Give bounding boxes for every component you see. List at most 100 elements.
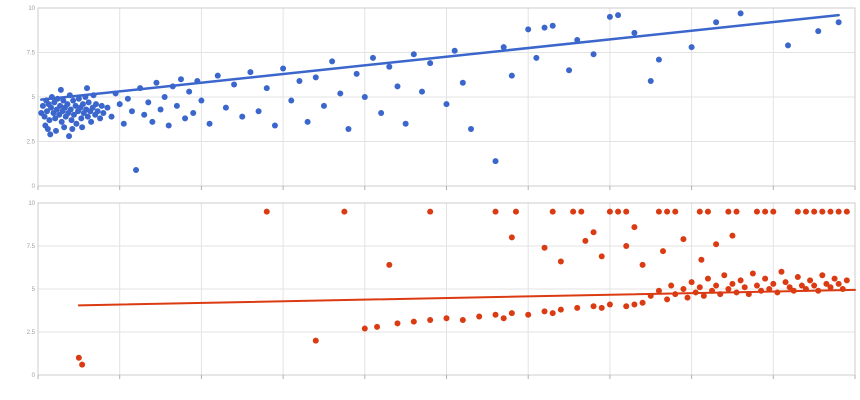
data-point [141, 111, 148, 118]
data-point [508, 310, 515, 317]
data-point [688, 44, 695, 51]
data-point [69, 126, 76, 133]
data-point [680, 286, 687, 292]
data-point [590, 51, 597, 58]
data-point [247, 69, 254, 76]
data-point [785, 42, 792, 49]
data-point [153, 79, 160, 86]
data-point [557, 258, 564, 265]
data-point [120, 120, 127, 127]
data-point [39, 102, 46, 109]
data-point [60, 97, 67, 104]
data-point [688, 279, 695, 286]
data-point [320, 102, 327, 109]
data-point [214, 72, 221, 79]
data-point [541, 244, 548, 251]
y-tick-label: 5 [32, 95, 36, 101]
data-point [231, 81, 238, 88]
data-point [623, 208, 630, 215]
data-point [713, 241, 720, 248]
data-point [578, 208, 585, 215]
data-point [116, 101, 123, 108]
data-point [427, 316, 434, 323]
data-point [57, 86, 64, 93]
scatter-chart-blue: 0 2.5 5 7.5 10 [27, 6, 856, 190]
data-point [668, 282, 675, 289]
data-point [664, 208, 671, 215]
data-point [549, 310, 556, 317]
data-point [582, 237, 589, 244]
data-point [198, 97, 205, 104]
data-point [508, 72, 515, 79]
data-point [93, 101, 100, 108]
data-point [161, 94, 168, 100]
data-point [46, 117, 53, 124]
observations-red [75, 208, 850, 368]
data-point [525, 311, 532, 318]
data-point [386, 63, 393, 70]
data-point [606, 301, 613, 308]
data-point [823, 280, 830, 287]
data-point [749, 270, 756, 277]
data-point [835, 208, 842, 215]
data-point [704, 208, 711, 215]
data-point [239, 113, 246, 120]
data-point [815, 28, 822, 35]
data-point [533, 54, 540, 61]
data-point [68, 117, 75, 124]
data-point [427, 208, 434, 215]
data-point [44, 126, 51, 133]
trendline [77, 288, 856, 307]
data-point [655, 208, 662, 215]
gridlines [37, 7, 856, 187]
data-point [165, 122, 172, 129]
data-point [725, 286, 732, 292]
data-point [84, 85, 91, 92]
data-point [43, 108, 50, 115]
data-point [492, 311, 499, 318]
data-point [631, 29, 638, 36]
data-point [341, 208, 348, 215]
data-point [753, 282, 760, 289]
data-point [541, 308, 548, 315]
y-tick-label: 0 [32, 184, 36, 190]
y-tick-label: 5 [32, 287, 36, 293]
data-point [94, 108, 101, 115]
data-point [128, 108, 135, 115]
data-point [476, 313, 483, 320]
data-point [312, 74, 319, 81]
data-point [394, 83, 401, 90]
data-point [729, 232, 736, 239]
data-point [590, 229, 597, 236]
data-point [698, 256, 705, 263]
data-point [345, 126, 352, 133]
data-point [394, 320, 401, 327]
data-point [378, 110, 385, 117]
data-point [762, 275, 769, 282]
data-point [827, 208, 834, 215]
data-point [770, 208, 777, 215]
data-point [802, 208, 809, 215]
data-point [443, 315, 450, 322]
data-point [263, 208, 270, 215]
y-tick-label: 7.5 [27, 244, 36, 250]
trendline [40, 13, 840, 101]
data-point [329, 58, 336, 65]
data-point [108, 113, 115, 120]
data-point [794, 208, 801, 215]
data-point [64, 101, 71, 108]
data-point [222, 104, 229, 111]
data-point [337, 90, 344, 97]
data-point [606, 13, 613, 20]
data-point [97, 115, 104, 122]
data-point [798, 282, 805, 289]
data-point [684, 294, 691, 301]
data-point [696, 208, 703, 215]
data-point [696, 284, 703, 291]
data-point [598, 253, 605, 260]
data-point [451, 47, 458, 54]
data-point [361, 325, 368, 332]
data-point [271, 122, 278, 129]
data-point [737, 10, 744, 17]
